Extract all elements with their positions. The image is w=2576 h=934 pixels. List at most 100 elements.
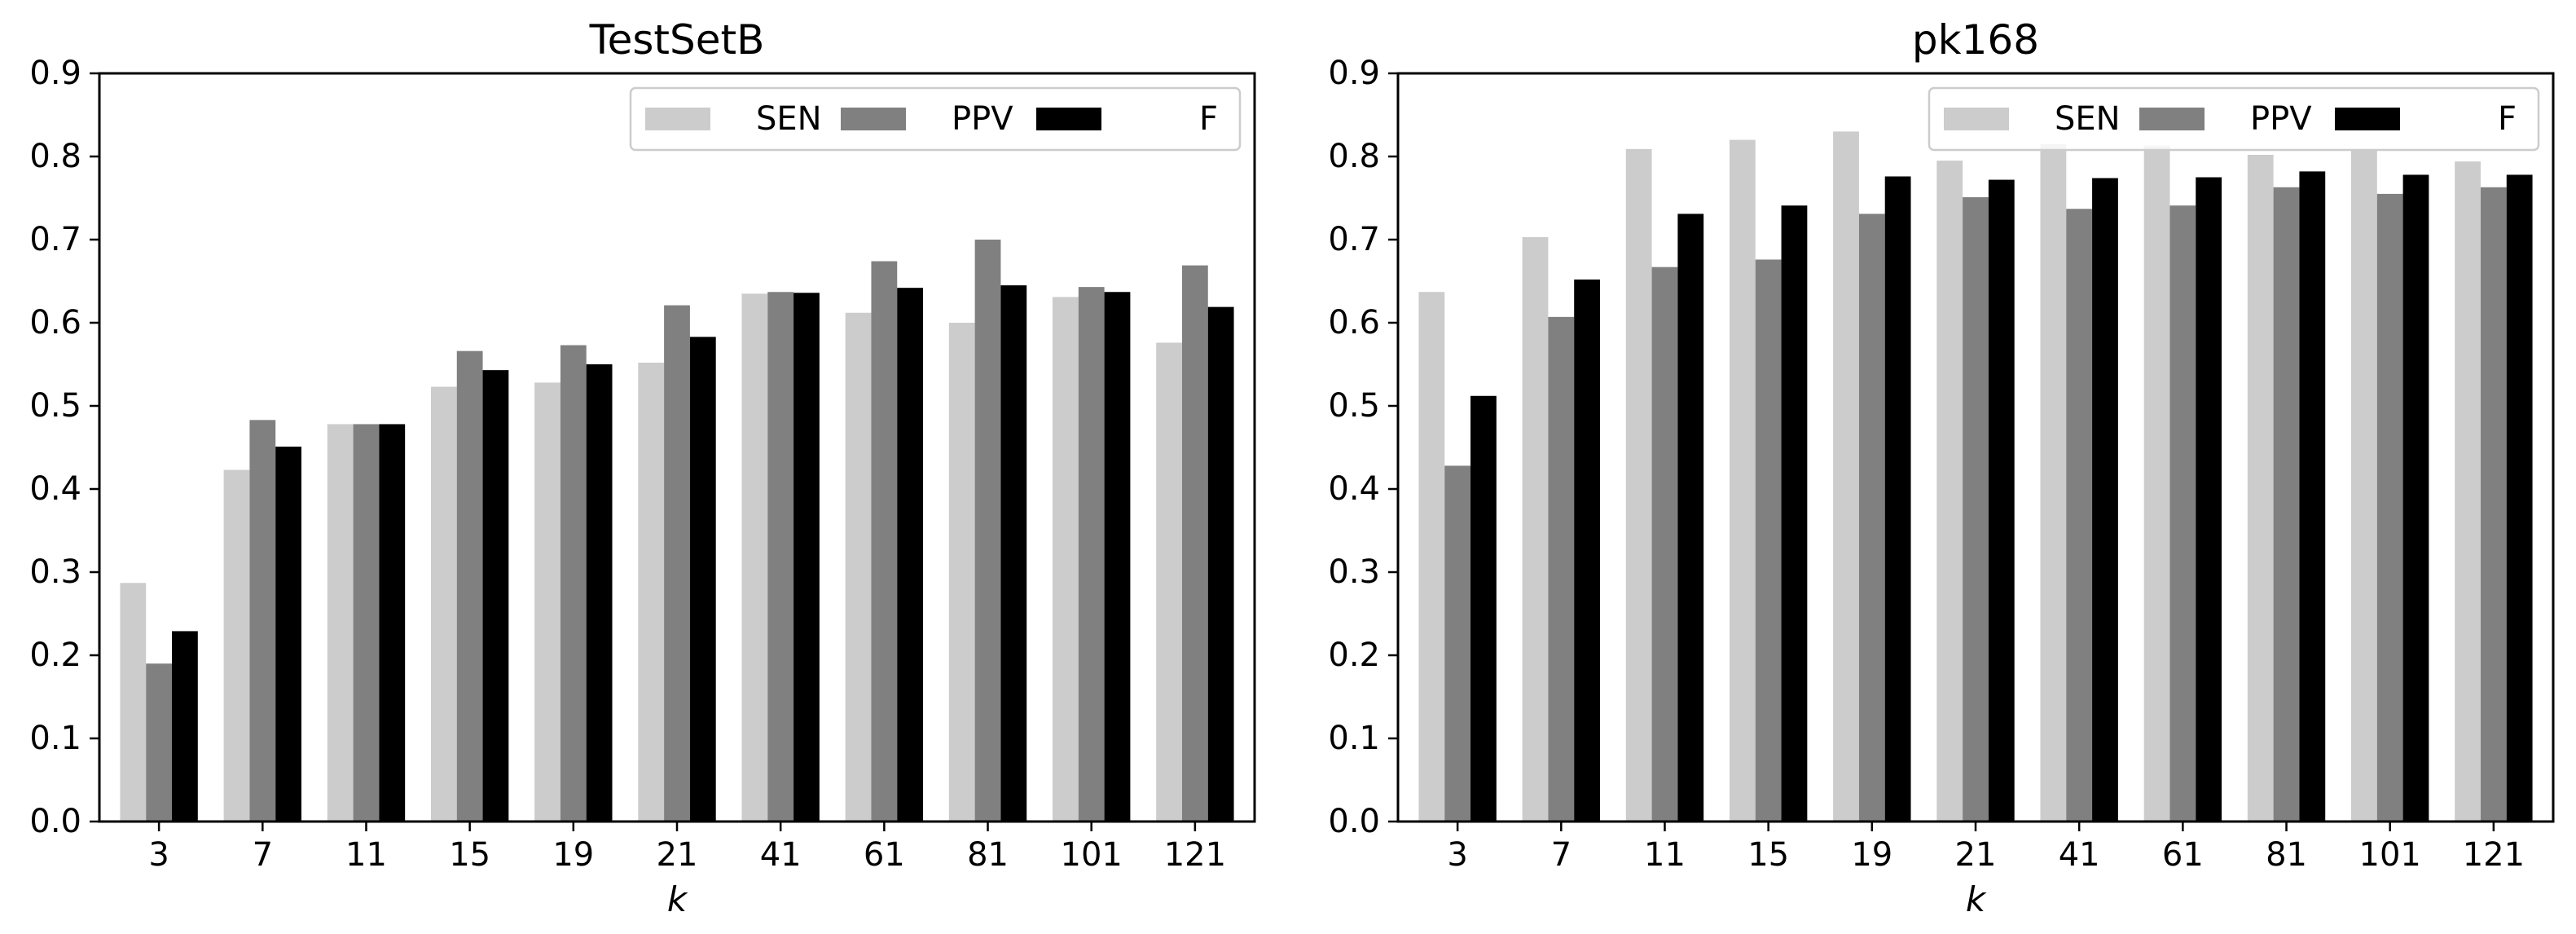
bar-f-k19 [586,364,613,822]
bar-ppv-k41 [767,292,794,822]
bar-sen-k11 [1625,148,1652,822]
legend: SEN PPV F [629,86,1242,152]
bar-ppv-k3 [1444,465,1471,822]
bar-f-k61 [897,288,924,822]
x-tick-label: 41 [2059,836,2100,874]
bar-f-k15 [1781,205,1808,822]
bar-ppv-k21 [664,305,690,822]
chart-panel-2: 0.0 0.1 0.2 0.3 0.4 0.5 0.6 0.7 0.8 0.9 3 7 11 15 19 21… [1328,16,2555,919]
x-axis-label: k [1966,879,1987,919]
bar-ppv-k19 [560,345,587,822]
y-tick-label: 0.8 [1328,138,1380,175]
y-tick-label: 0.7 [1328,221,1380,258]
y-tick-label: 0.4 [1328,470,1380,508]
x-tick-label: 61 [864,836,905,874]
bar-ppv-k7 [1548,316,1575,822]
chart-title: pk168 [1912,16,2039,64]
legend-label-ppv: PPV [2250,100,2312,138]
bar-f-k11 [1677,214,1704,822]
x-tick-label: 15 [1747,836,1789,874]
legend-label-sen: SEN [756,100,822,138]
bar-f-k7 [1574,279,1600,822]
bar-f-k101 [2402,174,2429,822]
x-tick-label: 41 [760,836,802,874]
bar-sen-k21 [638,362,665,822]
legend-label-f: F [2498,100,2517,138]
legend-label-ppv: PPV [952,100,1013,138]
legend-swatch-f [1036,108,1101,130]
legend-label-sen: SEN [2055,100,2121,138]
bar-f-k61 [2196,177,2222,822]
y-tick-label: 0.6 [1328,304,1380,341]
bar-sen-k11 [327,424,354,822]
x-tick-label: 21 [657,836,698,874]
bar-sen-k7 [223,469,250,822]
bar-ppv-k11 [353,424,380,822]
chart-panel-1: 0.0 0.1 0.2 0.3 0.4 0.5 0.6 0.7 0.8 0.9 3 7 11 15 19 21… [29,16,1256,919]
bar-ppv-k61 [2169,205,2196,822]
y-tick-label: 0.5 [29,387,81,425]
legend-swatch-ppv [841,108,906,130]
bar-f-k3 [1470,395,1497,822]
legend-swatch-f [2335,108,2400,130]
x-tick-label: 19 [552,836,594,874]
bar-f-k19 [1884,176,1911,822]
bar-f-k21 [689,337,716,822]
bar-sen-k19 [1833,131,1859,822]
x-tick-label: 21 [1955,836,1997,874]
bar-ppv-k15 [456,350,483,822]
x-tick-label: 3 [148,836,169,874]
x-tick-label: 81 [2266,836,2307,874]
legend-label-f: F [1199,100,1218,138]
bar-f-k3 [172,631,198,822]
y-tick-label: 0.5 [1328,387,1380,425]
bar-ppv-k81 [974,240,1001,822]
bar-sen-k41 [741,293,768,822]
bar-ppv-k101 [1078,287,1105,822]
y-tick-label: 0.0 [1328,803,1380,840]
bar-ppv-k15 [1755,259,1782,822]
bar-f-k15 [482,370,509,822]
bar-f-k7 [275,446,301,822]
y-tick-label: 0.3 [29,553,81,591]
x-tick-label: 61 [2162,836,2204,874]
bar-sen-k101 [2351,149,2377,822]
legend-box [1928,86,2540,152]
bar-sen-k121 [2455,161,2481,822]
y-tick-label: 0.7 [29,221,81,258]
bar-sen-k81 [948,323,975,822]
bar-f-k81 [2299,171,2326,822]
x-tick-label: 121 [1164,836,1226,874]
bar-f-k81 [1000,285,1027,822]
x-tick-label: 101 [2359,836,2421,874]
x-tick-label: 11 [345,836,387,874]
bar-f-k11 [379,424,406,822]
bar-ppv-k3 [146,663,173,822]
y-tick-label: 0.4 [29,470,81,508]
y-tick-label: 0.0 [29,803,81,840]
bar-sen-k3 [1418,292,1445,822]
bar-ppv-k41 [2066,209,2093,822]
bar-ppv-k81 [2273,187,2300,822]
x-axis-label: k [667,879,688,919]
bar-ppv-k121 [2480,187,2507,822]
bar-ppv-k101 [2376,193,2403,822]
bar-ppv-k61 [871,261,898,822]
legend-swatch-sen [1944,108,2009,130]
bar-sen-k7 [1522,236,1549,822]
bar-ppv-k19 [1858,214,1885,822]
x-tick-label: 121 [2463,836,2525,874]
x-tick-label: 101 [1061,836,1123,874]
bar-f-k41 [793,293,820,822]
bar-sen-k21 [1936,161,1963,822]
bar-sen-k61 [845,312,872,822]
y-tick-label: 0.2 [29,637,81,674]
legend: SEN PPV F [1928,86,2540,152]
y-tick-label: 0.8 [29,138,81,175]
x-tick-label: 7 [1551,836,1572,874]
legend-swatch-sen [645,108,710,130]
y-tick-label: 0.3 [1328,553,1380,591]
bar-ppv-k21 [1963,196,1989,822]
bar-ppv-k121 [1181,265,1208,822]
